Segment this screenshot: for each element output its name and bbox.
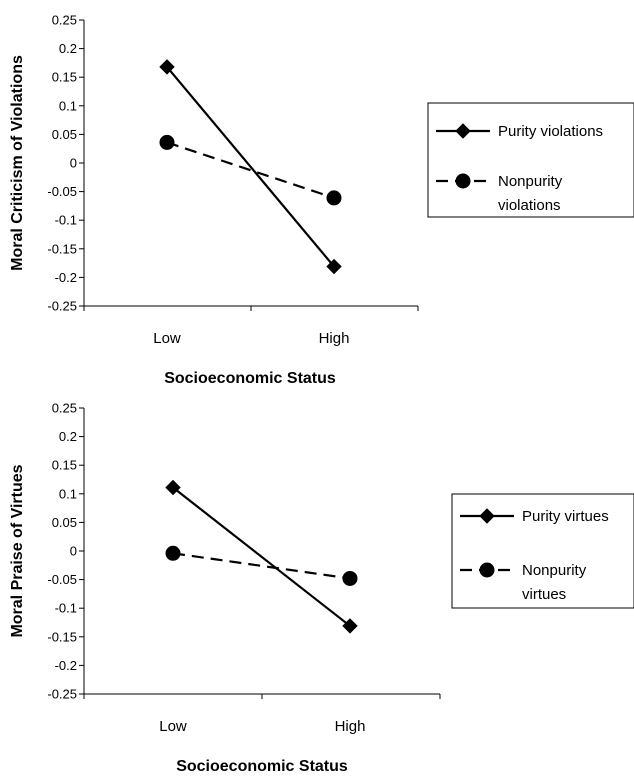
x-axis-title: Socioeconomic Status	[164, 370, 336, 387]
y-tick-label: 0.25	[52, 13, 77, 28]
y-tick-label: -0.2	[55, 270, 77, 285]
x-axis-title: Socioeconomic Status	[176, 758, 348, 775]
x-tick-label: Low	[153, 330, 181, 347]
data-point-purity	[326, 258, 342, 275]
legend-marker	[455, 123, 471, 139]
y-tick-label: 0.1	[59, 486, 77, 501]
legend: Purity virtues Nonpurity virtues	[451, 493, 634, 609]
data-point-purity	[159, 59, 175, 75]
data-point-nonpurity	[342, 570, 358, 586]
y-tick-label: 0.2	[59, 41, 77, 56]
y-tick-label: -0.25	[47, 687, 77, 702]
y-tick-label: 0.2	[59, 429, 77, 444]
y-tick-label: -0.1	[55, 213, 77, 228]
data-point-nonpurity	[159, 134, 175, 150]
y-tick-label: -0.25	[47, 299, 77, 314]
y-tick-label: -0.2	[55, 658, 77, 673]
y-tick-label: 0.1	[59, 98, 77, 113]
y-tick-label: 0.15	[52, 458, 77, 473]
legend-label-line: virtues	[522, 586, 566, 603]
legend-label-line: Nonpurity	[522, 562, 587, 579]
legend-label: Purity virtues	[522, 508, 609, 525]
legend-label-line: Nonpurity	[498, 173, 563, 190]
data-point-purity	[165, 479, 181, 496]
data-point-nonpurity	[165, 545, 181, 561]
y-tick-label: -0.1	[55, 601, 77, 616]
y-tick-label: 0	[70, 156, 77, 171]
legend-marker	[455, 173, 471, 189]
legend-label: Purity violations	[498, 123, 603, 140]
legend-box	[427, 102, 634, 218]
series-line-purity	[166, 66, 335, 268]
chart-moral-praise: 0.25 0.2 0.15 0.1 0.05 0 -0.05 -0.1 -0.15 -0.2 -0.…	[9, 401, 634, 775]
y-tick-label: 0.25	[52, 401, 77, 416]
legend-label: Nonpurity virtues	[522, 562, 587, 603]
legend-label-line: violations	[498, 197, 561, 214]
data-point-purity	[342, 618, 358, 634]
y-tick-label: -0.05	[47, 572, 77, 587]
chart-moral-criticism: 0.25 0.2 0.15 0.1 0.05 0 -0.05 -0.1 -0.15 -0.2 -0.…	[9, 13, 634, 387]
y-tick-label: 0.05	[52, 127, 77, 142]
legend-marker	[479, 562, 495, 578]
legend-marker	[479, 508, 495, 524]
x-tick-label: Low	[159, 718, 187, 735]
y-tick-label: -0.05	[47, 184, 77, 199]
x-tick-label: High	[335, 718, 366, 735]
series-line-purity	[172, 486, 351, 627]
y-tick-label: 0.05	[52, 515, 77, 530]
y-tick-label: 0.15	[52, 70, 77, 85]
y-tick-label: -0.15	[47, 629, 77, 644]
y-tick-label: -0.15	[47, 241, 77, 256]
legend-label: Nonpurity violations	[498, 173, 563, 214]
series-line-nonpurity	[166, 141, 335, 199]
y-axis-title: Moral Praise of Virtues	[9, 464, 26, 637]
series-line-nonpurity	[172, 552, 351, 580]
y-axis-title: Moral Criticism of Violations	[9, 55, 26, 271]
data-point-nonpurity	[326, 190, 342, 206]
x-tick-label: High	[319, 330, 350, 347]
y-tick-label: 0	[70, 544, 77, 559]
legend: Purity violations Nonpurity violations	[427, 102, 634, 218]
